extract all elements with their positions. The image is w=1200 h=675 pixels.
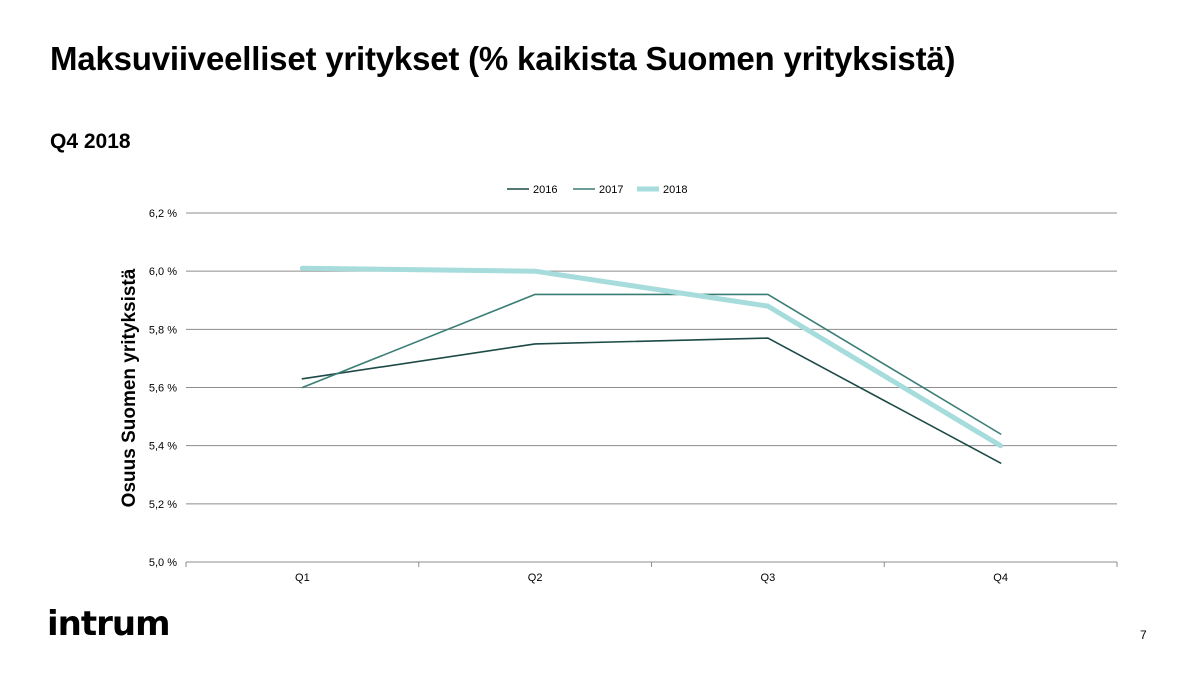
page-number: 7 [1140, 628, 1147, 642]
y-tick-label: 5,4 % [149, 441, 177, 453]
slide-title: Maksuviiveelliset yritykset (% kaikista … [50, 40, 956, 77]
x-axis [185, 561, 1118, 567]
y-tick-label: 5,8 % [149, 324, 177, 336]
y-tick-label: 6,2 % [149, 208, 177, 220]
x-tick-label: Q2 [528, 572, 543, 584]
slide-subtitle: Q4 2018 [50, 130, 131, 153]
legend-label-2018: 2018 [663, 184, 687, 196]
x-tick-label: Q1 [295, 572, 310, 584]
x-tick-label: Q4 [993, 572, 1008, 584]
y-tick-label: 5,6 % [149, 383, 177, 395]
series-line-2017 [301, 293, 1002, 435]
legend-label-2016: 2016 [533, 184, 557, 196]
series-line-2018 [299, 265, 1004, 449]
series-lines [299, 265, 1004, 464]
grid-lines [186, 212, 1117, 505]
legend: 2016 2017 2018 [507, 184, 687, 196]
y-tick-label: 5,2 % [149, 499, 177, 511]
y-axis-label: Osuus Suomen yrityksistä [119, 268, 140, 507]
y-tick-labels: 5,0 % 5,2 % 5,4 % 5,6 % 5,8 % 6,0 % 6,2 % [149, 208, 177, 569]
legend-label-2017: 2017 [599, 184, 623, 196]
intrum-logo: intrum [47, 604, 171, 644]
series-line-2016 [301, 337, 1002, 464]
x-tick-label: Q3 [761, 572, 776, 584]
x-tick-labels: Q1 Q2 Q3 Q4 [295, 572, 1008, 584]
y-tick-label: 5,0 % [149, 557, 177, 569]
y-tick-label: 6,0 % [149, 266, 177, 278]
